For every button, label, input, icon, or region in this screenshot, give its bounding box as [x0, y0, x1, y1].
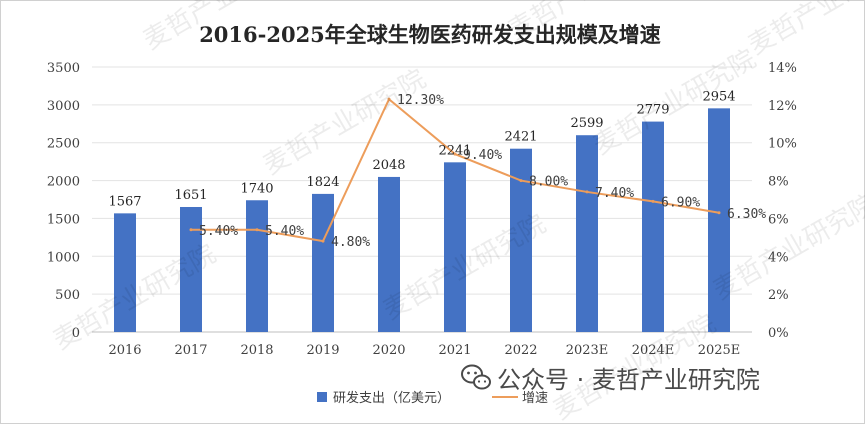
growth-line-series	[189, 97, 721, 243]
x-tick-label: 2016	[108, 343, 141, 358]
bar-series	[114, 108, 730, 332]
growth-point	[321, 239, 325, 243]
bar-value-label: 2954	[702, 89, 735, 104]
growth-value-label: 5.40%	[199, 224, 238, 239]
growth-point	[453, 152, 457, 156]
growth-point	[387, 97, 391, 101]
bar-value-label: 2241	[438, 143, 471, 158]
bar-value-label: 1740	[240, 181, 273, 196]
bar-value-label: 2779	[636, 103, 669, 118]
bar	[708, 108, 730, 332]
left-axis: 0 500 1000 1500 2000 2500 3000 3500	[47, 61, 80, 341]
bar-value-label: 2599	[570, 116, 603, 131]
y2-tick-label: 0%	[768, 326, 789, 341]
chart-title: 2016-2025年全球生物医药研发支出规模及增速	[199, 22, 661, 47]
y-tick-label: 3500	[47, 61, 80, 76]
bar	[312, 193, 334, 332]
legend: 研发支出（亿美元） 增速	[317, 390, 548, 406]
growth-value-label: 6.30%	[727, 207, 766, 222]
x-tick-label: 2024E	[632, 343, 675, 358]
growth-point	[717, 211, 721, 215]
legend-swatch-bar	[317, 392, 327, 402]
legend-label-bar: 研发支出（亿美元）	[333, 390, 450, 406]
growth-point	[255, 228, 259, 232]
y-tick-label: 500	[55, 288, 80, 303]
y2-tick-label: 10%	[768, 137, 797, 152]
bar-value-label: 1824	[306, 175, 339, 190]
y2-tick-label: 14%	[768, 61, 797, 76]
x-tick-label: 2025E	[698, 343, 741, 358]
bar	[444, 162, 466, 332]
growth-point	[651, 199, 655, 203]
bar-value-label: 2048	[372, 158, 405, 173]
y2-tick-label: 12%	[768, 99, 797, 114]
bar	[510, 148, 532, 332]
legend-label-line: 增速	[522, 391, 548, 406]
y2-tick-label: 8%	[768, 175, 789, 190]
y-tick-label: 2500	[47, 137, 80, 152]
bar	[180, 206, 202, 332]
bar-value-label: 2421	[504, 130, 537, 145]
y2-tick-label: 4%	[768, 250, 789, 265]
growth-value-label: 4.80%	[331, 235, 370, 250]
bar	[576, 135, 598, 332]
growth-value-label: 5.40%	[265, 224, 304, 239]
brand-text: 公众号 · 麦哲产业研究院	[497, 366, 760, 394]
growth-point	[519, 179, 523, 183]
bar-value-label: 1567	[108, 194, 141, 209]
growth-point	[189, 228, 193, 232]
y-tick-label: 0	[72, 326, 80, 341]
growth-point	[585, 190, 589, 194]
x-tick-label: 2023E	[566, 343, 609, 358]
bar	[246, 200, 268, 332]
growth-value-label: 12.30%	[397, 93, 444, 108]
y-tick-label: 2000	[47, 175, 80, 190]
x-tick-label: 2020	[372, 343, 405, 358]
growth-value-label: 8.00%	[529, 175, 568, 190]
bar	[378, 176, 400, 332]
growth-value-label: 9.40%	[463, 148, 502, 163]
x-tick-label: 2021	[438, 343, 471, 358]
y2-tick-label: 6%	[768, 212, 789, 227]
y2-tick-label: 2%	[768, 288, 789, 303]
x-tick-label: 2018	[240, 343, 273, 358]
x-tick-label: 2017	[174, 343, 207, 358]
y-tick-label: 1500	[47, 212, 80, 227]
wechat-icon	[461, 364, 491, 390]
data-labels: 1567 1651 1740 1824 2048 2241 2421 2599 2779 2954…	[108, 89, 766, 250]
bar	[642, 121, 664, 332]
y-tick-label: 1000	[47, 250, 80, 265]
brand-mark: 公众号 · 麦哲产业研究院	[461, 364, 760, 394]
y-tick-label: 3000	[47, 99, 80, 114]
x-tick-label: 2019	[306, 343, 339, 358]
bar-value-label: 1651	[174, 188, 207, 203]
bar	[114, 213, 136, 332]
growth-value-label: 7.40%	[595, 186, 634, 201]
growth-value-label: 6.90%	[661, 195, 700, 210]
right-axis: 0% 2% 4% 6% 8% 10% 12% 14%	[768, 61, 797, 341]
x-tick-label: 2022	[504, 343, 537, 358]
watermark: 麦哲产业研究院	[744, 0, 865, 61]
x-axis: 2016 2017 2018 2019 2020 2021 2022 2023E 2024E 20…	[108, 343, 740, 358]
